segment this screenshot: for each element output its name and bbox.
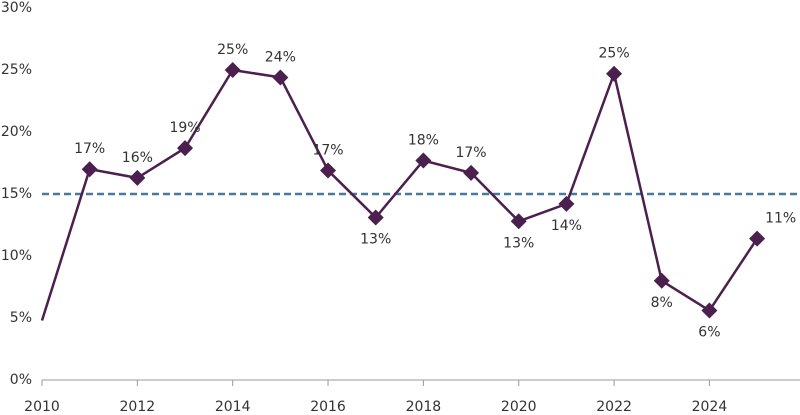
- x-tick-label: 2022: [596, 399, 632, 415]
- marker: [510, 213, 527, 230]
- data-label: 17%: [74, 141, 105, 157]
- marker: [749, 230, 766, 247]
- data-line: [40, 68, 759, 321]
- data-label: 17%: [455, 145, 486, 161]
- data-label: 24%: [265, 49, 296, 65]
- marker: [415, 152, 432, 169]
- marker: [463, 164, 480, 181]
- marker: [272, 69, 289, 86]
- data-label: 17%: [312, 142, 343, 158]
- y-tick-label: 10%: [1, 248, 32, 264]
- marker: [653, 272, 670, 289]
- marker: [606, 65, 623, 82]
- x-tick-label: 2020: [501, 399, 537, 415]
- x-tick-label: 2016: [310, 399, 346, 415]
- marker: [177, 140, 194, 157]
- y-tick-label: 25%: [1, 62, 32, 78]
- marker: [367, 209, 384, 226]
- y-tick-label: 0%: [10, 372, 32, 388]
- data-label: 14%: [551, 218, 582, 234]
- data-label: 13%: [503, 235, 534, 251]
- marker: [81, 161, 98, 178]
- y-tick-label: 20%: [1, 124, 32, 140]
- data-label: 16%: [122, 150, 153, 166]
- data-label: 19%: [169, 120, 200, 136]
- marker: [558, 195, 575, 212]
- x-tick-label: 2014: [215, 399, 251, 415]
- data-label: 25%: [599, 46, 630, 62]
- x-tick-label: 2024: [692, 399, 728, 415]
- data-label: 11%: [765, 211, 796, 227]
- marker: [320, 162, 337, 179]
- data-label: 13%: [360, 232, 391, 248]
- y-tick-label: 5%: [10, 310, 32, 326]
- data-label: 8%: [651, 295, 673, 311]
- marker: [129, 169, 146, 186]
- data-label: 25%: [217, 42, 248, 58]
- marker: [224, 62, 241, 78]
- x-tick-label: 2018: [406, 399, 442, 415]
- data-label: 6%: [698, 325, 720, 341]
- marker: [701, 302, 718, 319]
- y-tick-label: 15%: [1, 186, 32, 202]
- x-tick-label: 2012: [120, 399, 156, 415]
- data-label: 18%: [408, 133, 439, 149]
- x-tick-label: 2010: [24, 399, 60, 415]
- y-tick-label: 30%: [1, 0, 32, 16]
